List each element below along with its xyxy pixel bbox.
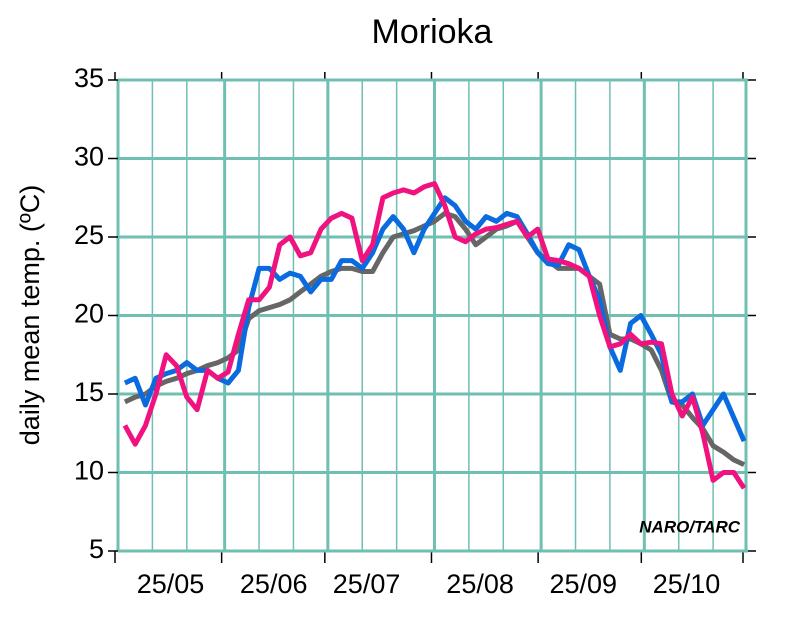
series-line [122, 181, 747, 490]
y-tick-label: 15 [74, 377, 104, 407]
y-tick-label: 30 [74, 142, 104, 172]
x-tick-label: 25/09 [550, 569, 618, 599]
y-tick-label: 5 [89, 534, 104, 564]
x-tick-label: 25/06 [240, 569, 308, 599]
y-tick-label: 25 [74, 220, 104, 250]
x-tick-label: 25/08 [446, 569, 514, 599]
x-tick-label: 25/07 [333, 569, 401, 599]
x-tick-label: 25/05 [137, 569, 205, 599]
y-tick-label: 20 [74, 299, 104, 329]
y-tick-label: 10 [74, 456, 104, 486]
lines [122, 181, 747, 490]
chart-title: Morioka [372, 13, 493, 51]
y-tick-label: 35 [74, 63, 104, 93]
series-line [123, 195, 747, 443]
annotation: NARO/TARC [639, 517, 740, 536]
x-tick-label: 25/10 [653, 569, 721, 599]
y-axis-label: daily mean temp. (ºC) [15, 185, 45, 445]
